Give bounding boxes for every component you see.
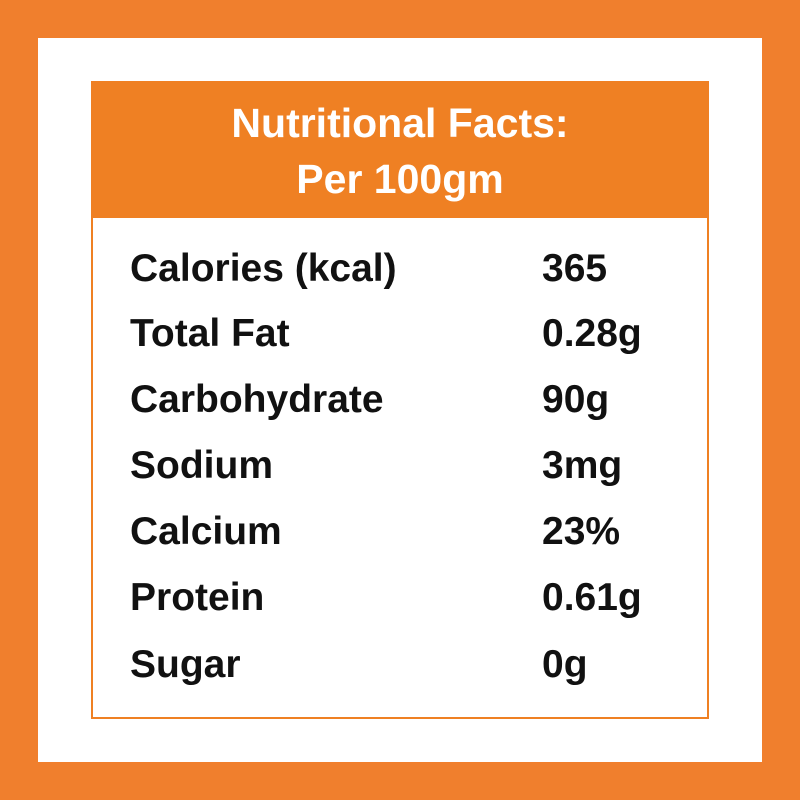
table-row: Calcium 23% (130, 502, 690, 562)
row-label: Sodium (130, 444, 273, 487)
table-row: Protein 0.61g (130, 568, 690, 628)
row-value: 90g (542, 378, 610, 421)
table-row: Sugar 0g (130, 635, 690, 695)
row-label: Total Fat (130, 312, 290, 355)
nutrition-table: Nutritional Facts: Per 100gm Calories (k… (91, 81, 709, 719)
row-value: 0.28g (542, 312, 642, 355)
row-label: Calories (kcal) (130, 247, 397, 290)
table-row: Sodium 3mg (130, 436, 690, 496)
row-label: Calcium (130, 510, 282, 553)
row-value: 365 (542, 247, 608, 290)
row-value: 23% (542, 510, 621, 553)
row-value: 3mg (542, 444, 623, 487)
table-row: Carbohydrate 90g (130, 370, 690, 430)
header-subtitle: Per 100gm (296, 156, 504, 202)
table-row: Total Fat 0.28g (130, 304, 690, 364)
header-title: Nutritional Facts: (231, 100, 569, 146)
row-value: 0g (542, 643, 588, 686)
row-label: Sugar (130, 643, 241, 686)
row-label: Carbohydrate (130, 378, 384, 421)
table-header: Nutritional Facts: Per 100gm (93, 83, 707, 218)
table-row: Calories (kcal) 365 (130, 239, 690, 299)
row-value: 0.61g (542, 576, 642, 619)
row-label: Protein (130, 576, 265, 619)
